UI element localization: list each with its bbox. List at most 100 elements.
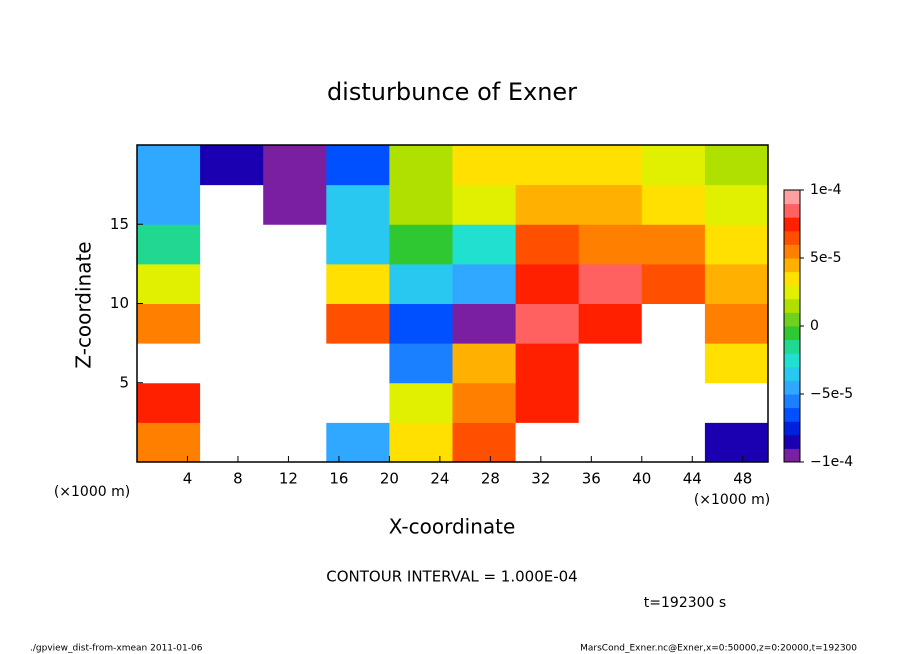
y-tick-label: 5	[119, 373, 129, 391]
colorbar-tick-label: 1e-4	[810, 182, 842, 198]
heat-cell	[641, 224, 706, 265]
heat-cell	[515, 224, 580, 265]
colorbar-bin	[784, 203, 800, 218]
heat-cell	[389, 145, 453, 186]
y-unit-label: (×1000 m)	[54, 484, 130, 500]
heat-cell	[704, 145, 769, 186]
heat-cell	[515, 343, 580, 384]
x-tick-label: 8	[233, 470, 243, 488]
heat-cell	[263, 303, 327, 344]
heat-cell	[326, 382, 390, 423]
colorbar-bin	[784, 312, 800, 327]
heat-cell	[137, 145, 201, 186]
chart-title: disturbunce of Exner	[327, 78, 577, 106]
x-tick-label: 20	[380, 470, 399, 488]
heat-cell	[389, 422, 453, 463]
heat-cell	[326, 145, 390, 186]
heat-cell	[200, 145, 264, 186]
heat-cell	[641, 184, 706, 225]
colorbar-bin	[784, 230, 800, 245]
heat-cell	[326, 184, 390, 225]
heat-cell	[326, 422, 390, 463]
x-tick-label: 4	[183, 470, 193, 488]
x-tick-label: 12	[279, 470, 298, 488]
heat-cell	[641, 343, 706, 384]
heat-cell	[326, 343, 390, 384]
heat-cell	[641, 422, 706, 463]
heat-cell	[578, 184, 643, 225]
heat-cell	[704, 224, 769, 265]
heat-cell	[641, 303, 706, 344]
x-tick-label: 48	[733, 470, 752, 488]
heat-cell	[704, 343, 769, 384]
heat-cell	[452, 145, 517, 186]
heat-cell	[704, 422, 769, 463]
colorbar-bin	[784, 380, 800, 395]
heat-cell	[704, 184, 769, 225]
colorbar-tick-label: −5e-5	[810, 386, 853, 402]
colorbar-bin	[784, 285, 800, 300]
heat-cell	[200, 263, 264, 304]
heat-cell	[263, 145, 327, 186]
heat-cell	[200, 184, 264, 225]
heat-cell	[515, 303, 580, 344]
heat-cell	[389, 343, 453, 384]
heat-cell	[137, 303, 201, 344]
heat-cell	[389, 184, 453, 225]
colorbar-bin	[784, 326, 800, 341]
heat-cell	[641, 382, 706, 423]
heat-cell	[326, 263, 390, 304]
heat-cell	[515, 184, 580, 225]
heat-cell	[263, 343, 327, 384]
heat-cell	[578, 224, 643, 265]
colorbar-bin	[784, 258, 800, 273]
x-tick-label: 40	[632, 470, 651, 488]
heat-cell	[641, 263, 706, 304]
heat-cell	[452, 343, 517, 384]
colorbar-bin	[784, 217, 800, 232]
heat-cell	[452, 263, 517, 304]
heat-cell	[389, 224, 453, 265]
heat-cell	[137, 263, 201, 304]
heat-cell	[326, 224, 390, 265]
colorbar-tick-label: −1e-4	[810, 454, 853, 470]
colorbar-bin	[784, 407, 800, 422]
heat-cell	[137, 224, 201, 265]
heat-cell	[515, 145, 580, 186]
x-tick-label: 28	[481, 470, 500, 488]
heat-cell	[515, 382, 580, 423]
heat-cell	[578, 382, 643, 423]
heat-cell	[263, 184, 327, 225]
heat-cell	[200, 224, 264, 265]
x-tick-label: 16	[329, 470, 348, 488]
heat-cell	[704, 382, 769, 423]
heat-cell	[200, 303, 264, 344]
heat-cell	[263, 263, 327, 304]
heat-cell	[452, 382, 517, 423]
heat-cell	[641, 145, 706, 186]
y-tick-label: 10	[110, 294, 129, 312]
y-tick-label: 15	[110, 215, 129, 233]
footer-left: ./gpview_dist-from-xmean 2011-01-06	[30, 644, 203, 654]
colorbar-bin	[784, 339, 800, 354]
x-unit-label: (×1000 m)	[694, 492, 770, 508]
colorbar-bin	[784, 190, 800, 205]
footer-right: MarsCond_Exner.nc@Exner,x=0:50000,z=0:20…	[580, 644, 857, 654]
heat-cell	[389, 303, 453, 344]
time-label: t=192300 s	[644, 595, 726, 611]
heat-cell	[263, 382, 327, 423]
colorbar-bin	[784, 244, 800, 259]
heat-cell	[137, 343, 201, 384]
colorbar-bin	[784, 298, 800, 313]
heat-cell	[704, 303, 769, 344]
x-axis-label: X-coordinate	[389, 515, 516, 539]
x-tick-label: 44	[683, 470, 702, 488]
heat-cell	[578, 303, 643, 344]
heat-cell	[389, 263, 453, 304]
colorbar-bin	[784, 434, 800, 449]
heat-cell	[326, 303, 390, 344]
colorbar-bin	[784, 448, 800, 463]
colorbar-bin	[784, 366, 800, 381]
contour-interval: CONTOUR INTERVAL = 1.000E-04	[326, 568, 577, 586]
heat-cell	[389, 382, 453, 423]
